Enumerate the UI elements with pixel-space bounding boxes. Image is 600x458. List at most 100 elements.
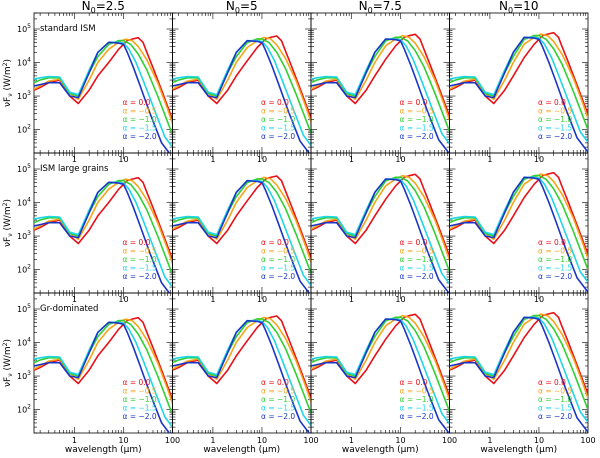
- y-tick-label: 104: [17, 197, 31, 208]
- series-line: [34, 178, 173, 264]
- series-group: [34, 316, 173, 433]
- series-line: [449, 34, 588, 130]
- series-line: [311, 33, 450, 117]
- legend-entry: α = −0.5: [400, 247, 434, 256]
- legend-entry: α = −1.0: [538, 255, 572, 264]
- series-line: [449, 314, 588, 410]
- legend-entry: α = −0.5: [123, 247, 157, 256]
- series-line: [311, 318, 450, 433]
- legend-entry: α = −0.5: [261, 247, 295, 256]
- series-line: [34, 176, 173, 260]
- legend-entry: α = 0.0: [538, 98, 566, 107]
- legend-entry: α = −2.0: [400, 132, 434, 141]
- x-axis-label: wavelength (μm): [480, 445, 557, 455]
- y-tick-label: 104: [17, 337, 31, 348]
- legend-entry: α = −1.5: [123, 404, 157, 413]
- inner-tick-label: 1: [210, 155, 215, 164]
- legend-entry: α = −1.5: [538, 124, 572, 133]
- inner-tick-label: 1: [72, 155, 77, 164]
- series-line: [311, 313, 450, 397]
- series-line: [449, 311, 588, 395]
- legend-entry: α = −1.0: [261, 115, 295, 124]
- legend-entry: α = −0.5: [123, 107, 157, 116]
- x-tick-label: 10: [118, 436, 128, 445]
- y-tick-label: 102: [17, 264, 31, 275]
- legend-entry: α = −0.5: [400, 387, 434, 396]
- column-header: N0=5: [226, 0, 258, 15]
- sed-panel: 102 103 104 105 1 10 100 1 10 Gr-dominated α = 0.0…: [17, 292, 180, 445]
- legend-entry: α = −0.5: [538, 107, 572, 116]
- series-line: [172, 316, 311, 403]
- y-tick-label: 102: [17, 124, 31, 135]
- row-label: Gr-dominated: [40, 304, 98, 314]
- legend-entry: α = −0.5: [538, 387, 572, 396]
- legend-entry: α = −1.5: [538, 264, 572, 273]
- x-tick-label: 1: [72, 436, 77, 445]
- series-line: [172, 175, 311, 259]
- series-line: [311, 38, 450, 153]
- sed-panel: 1 10 α = 0.0α = −0.5α = −1.0α = −1.5α = −2…: [310, 152, 450, 294]
- series-line: [34, 319, 173, 416]
- legend-entry: α = 0.0: [261, 98, 289, 107]
- series-line: [172, 38, 311, 134]
- inner-tick-label: 10: [118, 295, 128, 304]
- legend-entry: α = −1.0: [261, 255, 295, 264]
- y-tick-label: 105: [17, 163, 31, 174]
- series-line: [311, 34, 450, 121]
- legend-entry: α = −2.0: [538, 412, 572, 421]
- legend-entry: α = −0.5: [400, 107, 434, 116]
- legend-entry: α = −1.0: [261, 395, 295, 404]
- y-tick-label: 105: [17, 303, 31, 314]
- inner-tick-label: 10: [257, 295, 267, 304]
- y-tick-label: 103: [17, 370, 31, 381]
- x-tick-label: 100: [442, 436, 457, 445]
- legend-entry: α = 0.0: [400, 378, 428, 387]
- x-tick-label: 1: [210, 436, 215, 445]
- series-line: [311, 173, 450, 257]
- inner-tick-label: 1: [210, 295, 215, 304]
- legend-entry: α = −2.0: [400, 272, 434, 281]
- series-line: [34, 181, 171, 293]
- series-line: [449, 36, 588, 153]
- series-line: [172, 319, 311, 433]
- x-axis-label: wavelength (μm): [65, 445, 142, 455]
- legend-entry: α = −2.0: [261, 272, 295, 281]
- sed-panel: α = 0.0α = −0.5α = −1.0α = −1.5α = −2.0: [449, 12, 589, 154]
- series-group: [34, 176, 173, 293]
- legend-entry: α = −1.0: [538, 395, 572, 404]
- legend-entry: α = −2.0: [400, 412, 434, 421]
- series-group: [449, 311, 588, 433]
- series-line: [172, 315, 311, 399]
- sed-panel: α = 0.0α = −0.5α = −1.0α = −1.5α = −2.0: [172, 12, 312, 154]
- series-line: [449, 313, 588, 399]
- x-tick-label: 100: [580, 436, 595, 445]
- series-line: [172, 36, 311, 123]
- series-line: [449, 173, 588, 259]
- series-line: [34, 179, 173, 276]
- series-line: [311, 176, 450, 272]
- sed-panel: α = 0.0α = −0.5α = −1.0α = −1.5α = −2.0: [310, 12, 450, 154]
- series-line: [311, 314, 450, 401]
- legend-entry: α = −0.5: [261, 387, 295, 396]
- legend-entry: α = 0.0: [261, 378, 289, 387]
- series-line: [34, 316, 173, 400]
- y-tick-label: 104: [17, 57, 31, 68]
- legend-entry: α = 0.0: [123, 238, 151, 247]
- legend-entry: α = −1.5: [400, 264, 434, 273]
- legend-entry: α = −1.5: [400, 404, 434, 413]
- legend-entry: α = −2.0: [123, 412, 157, 421]
- legend-entry: α = 0.0: [538, 378, 566, 387]
- inner-tick-label: 10: [118, 155, 128, 164]
- x-tick-label: 1: [487, 436, 492, 445]
- y-tick-label: 103: [17, 230, 31, 241]
- legend-entry: α = −1.0: [400, 115, 434, 124]
- legend-entry: α = −1.5: [400, 124, 434, 133]
- x-tick-label: 10: [395, 436, 405, 445]
- legend-entry: α = −1.0: [123, 395, 157, 404]
- series-line: [449, 174, 588, 270]
- series-group: [311, 313, 450, 433]
- legend-entry: α = −2.0: [261, 412, 295, 421]
- axis-labels: νFν (W/m2) νFν (W/m2) νFν (W/m2) wavelength…: [2, 59, 557, 455]
